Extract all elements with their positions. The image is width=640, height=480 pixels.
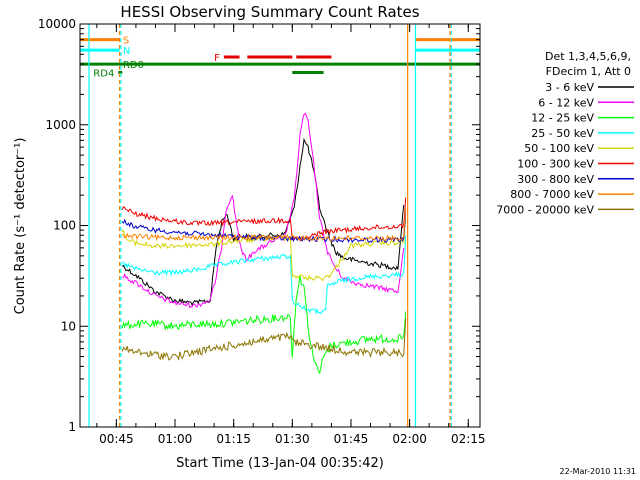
x-axis-ticks: 00:45 01:00 01:15 01:30 01:45 02:00 02:15 (96, 24, 486, 446)
series-line-3 (122, 235, 407, 315)
x-axis-label: Start Time (13-Jan-04 00:35:42) (176, 456, 384, 471)
flag-label-n: N (123, 46, 130, 57)
y-tick-label: 1 (68, 420, 76, 434)
flag-bars: SN F RD0 RD4 (80, 36, 480, 80)
legend-label: 100 - 300 keV (517, 158, 594, 171)
legend-label: 300 - 800 keV (517, 173, 594, 186)
y-tick-label: 10000 (38, 17, 76, 31)
legend: Det 1,3,4,5,6,9, FDecim 1, Att 0 3 - 6 k… (496, 50, 634, 216)
y-axis-label: Count Rate (s⁻¹ detector⁻¹) (13, 138, 28, 315)
series-line-7 (122, 207, 407, 242)
legend-label: 800 - 7000 keV (510, 188, 594, 201)
vertical-markers (88, 24, 452, 427)
legend-label: 12 - 25 keV (531, 112, 594, 125)
legend-label: 6 - 12 keV (538, 96, 594, 109)
series-line-6 (121, 210, 407, 244)
footer-timestamp: 22-Mar-2010 11:31 (560, 467, 637, 476)
x-tick-label: 01:00 (158, 432, 193, 446)
y-tick-label: 10 (61, 319, 76, 333)
y-tick-label: 1000 (45, 118, 76, 132)
x-tick-label: 02:15 (451, 432, 486, 446)
series-line-4 (121, 217, 407, 282)
series-line-8 (121, 318, 407, 362)
x-tick-label: 01:30 (275, 432, 310, 446)
series-line-5 (121, 197, 407, 242)
x-tick-label: 01:15 (216, 432, 251, 446)
flag-label-rd0: RD0 (123, 60, 144, 71)
legend-header-line2: FDecim 1, Att 0 (546, 65, 631, 78)
y-tick-label: 100 (53, 219, 76, 233)
legend-header-line1: Det 1,3,4,5,6,9, (545, 50, 631, 63)
legend-label: 25 - 50 keV (531, 127, 594, 140)
x-tick-label: 01:45 (334, 432, 369, 446)
flag-label-rd4: RD4 (93, 69, 114, 80)
series-line-0 (121, 137, 405, 307)
series-lines (121, 112, 407, 375)
series-line-2 (121, 275, 407, 375)
x-tick-label: 00:45 (99, 432, 134, 446)
series-line-1 (122, 112, 405, 309)
legend-label: 3 - 6 keV (545, 81, 594, 94)
flag-label-f: F (214, 53, 220, 64)
legend-label: 50 - 100 keV (524, 142, 594, 155)
chart-title: HESSI Observing Summary Count Rates (120, 3, 419, 21)
flag-label-s: S (123, 36, 129, 47)
legend-label: 7000 - 20000 keV (496, 203, 594, 216)
x-tick-label: 02:00 (392, 432, 427, 446)
y-axis-ticks: 1 10 100 1000 10000 (38, 17, 480, 434)
